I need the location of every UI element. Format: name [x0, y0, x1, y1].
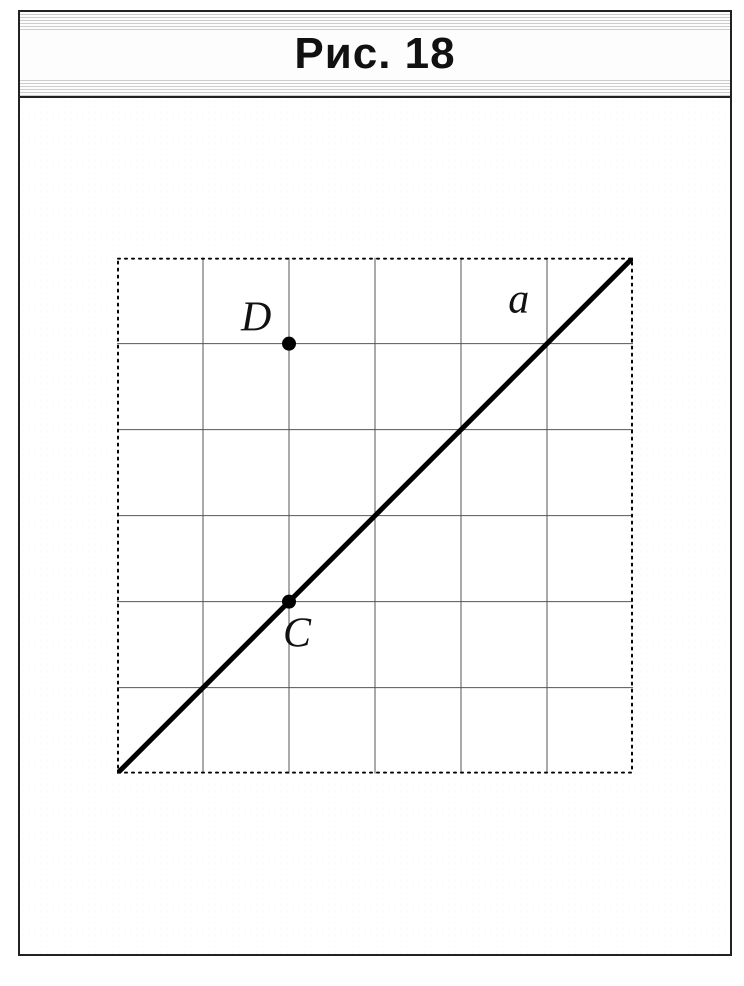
- title-band: Рис. 18: [20, 12, 730, 98]
- figure-title: Рис. 18: [20, 29, 730, 79]
- diagram: DCa: [117, 258, 633, 774]
- page-root: Рис. 18 DCa: [0, 0, 744, 986]
- geometry-svg: [117, 258, 633, 774]
- figure-body: DCa: [20, 98, 730, 954]
- figure-frame: Рис. 18 DCa: [18, 10, 732, 956]
